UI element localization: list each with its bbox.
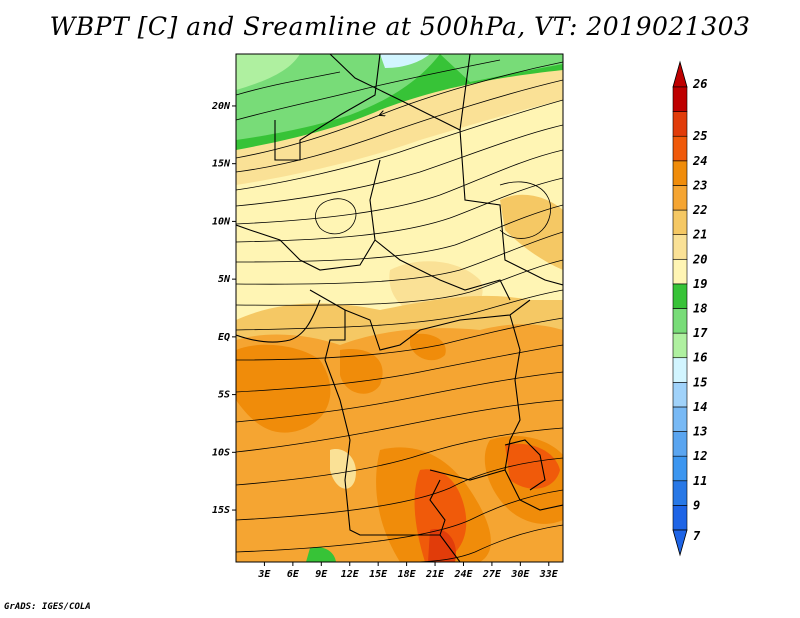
- colorbar-max-arrow: [672, 60, 688, 88]
- lat-label: 10N: [212, 216, 231, 227]
- colorbar-label: 11: [693, 474, 707, 488]
- lat-label: 20N: [211, 101, 231, 112]
- wbpt-shading: [236, 54, 563, 562]
- colorbar-label: 7: [693, 529, 701, 543]
- longitude-axis: 3E 6E 9E 12E 15E 18E 21E 24E 27E 30E 33E: [257, 562, 559, 580]
- colorbar-segment: [672, 406, 688, 432]
- colorbar-label: 17: [693, 326, 708, 340]
- lat-label: 15N: [212, 159, 231, 170]
- colorbar-label: 21: [692, 228, 707, 242]
- colorbar-label: 22: [692, 203, 707, 217]
- streamlines: [236, 59, 563, 562]
- colorbar-segment: [672, 111, 688, 137]
- colorbar-label: 20: [692, 252, 707, 266]
- colorbar-segment: [672, 185, 688, 211]
- colorbar-segment: [672, 135, 688, 162]
- colorbar-segment: [672, 258, 688, 285]
- lon-label: 18E: [398, 569, 417, 580]
- lat-label: 10S: [212, 447, 230, 458]
- lat-label: EQ: [218, 332, 230, 343]
- colorbar-min-arrow: [672, 529, 688, 557]
- lon-label: 9E: [315, 569, 328, 580]
- lon-label: 33E: [539, 569, 559, 580]
- grads-credit: GrADS: IGES/COLA: [4, 602, 91, 612]
- colorbar-label: 14: [693, 400, 707, 414]
- colorbar-segment: [672, 283, 688, 309]
- latitude-axis: 20N 15N 10N 5N EQ 5S 10S 15S: [211, 101, 236, 516]
- lon-label: 24E: [453, 569, 473, 580]
- colorbar-segment: [672, 431, 688, 457]
- colorbar-label: 25: [692, 129, 707, 143]
- colorbar-segment: [672, 382, 688, 408]
- lon-label: 12E: [341, 569, 360, 580]
- colorbar-label: 15: [693, 375, 707, 389]
- lon-label: 27E: [482, 569, 502, 580]
- colorbar-label: 13: [693, 425, 707, 439]
- colorbar: 7 9 11 12 13 14 15 16 17 18 19 20 21 22 23 24 25 26: [672, 60, 708, 557]
- chart-title: WBPT [C] and Sreamline at 500hPa, VT: 20…: [49, 12, 751, 41]
- lon-label: 30E: [510, 569, 530, 580]
- colorbar-label: 24: [692, 154, 707, 168]
- country-borders: [236, 54, 563, 562]
- lat-label: 5S: [218, 390, 230, 401]
- colorbar-label: 16: [693, 351, 707, 365]
- colorbar-segment: [672, 308, 688, 334]
- lat-label: 15S: [212, 505, 230, 516]
- map-frame: [235, 53, 564, 563]
- colorbar-segment: [672, 455, 688, 482]
- colorbar-segment: [672, 505, 688, 531]
- lon-label: 21E: [425, 569, 445, 580]
- colorbar-label: 23: [692, 178, 707, 192]
- colorbar-label: 18: [693, 302, 707, 316]
- colorbar-segment: [672, 86, 688, 112]
- colorbar-segment: [672, 357, 688, 383]
- lat-label: 5N: [218, 274, 231, 285]
- colorbar-segment: [672, 234, 688, 260]
- lon-label: 3E: [257, 569, 271, 580]
- colorbar-segment: [672, 160, 688, 186]
- lon-label: 15E: [369, 569, 388, 580]
- colorbar-label: 19: [693, 277, 707, 291]
- colorbar-segment: [672, 209, 688, 235]
- colorbar-label: 9: [693, 498, 700, 512]
- colorbar-segment: [672, 332, 688, 359]
- colorbar-label: 12: [693, 449, 707, 463]
- colorbar-segment: [672, 480, 688, 506]
- lon-label: 6E: [287, 569, 300, 580]
- colorbar-label: 26: [692, 77, 707, 91]
